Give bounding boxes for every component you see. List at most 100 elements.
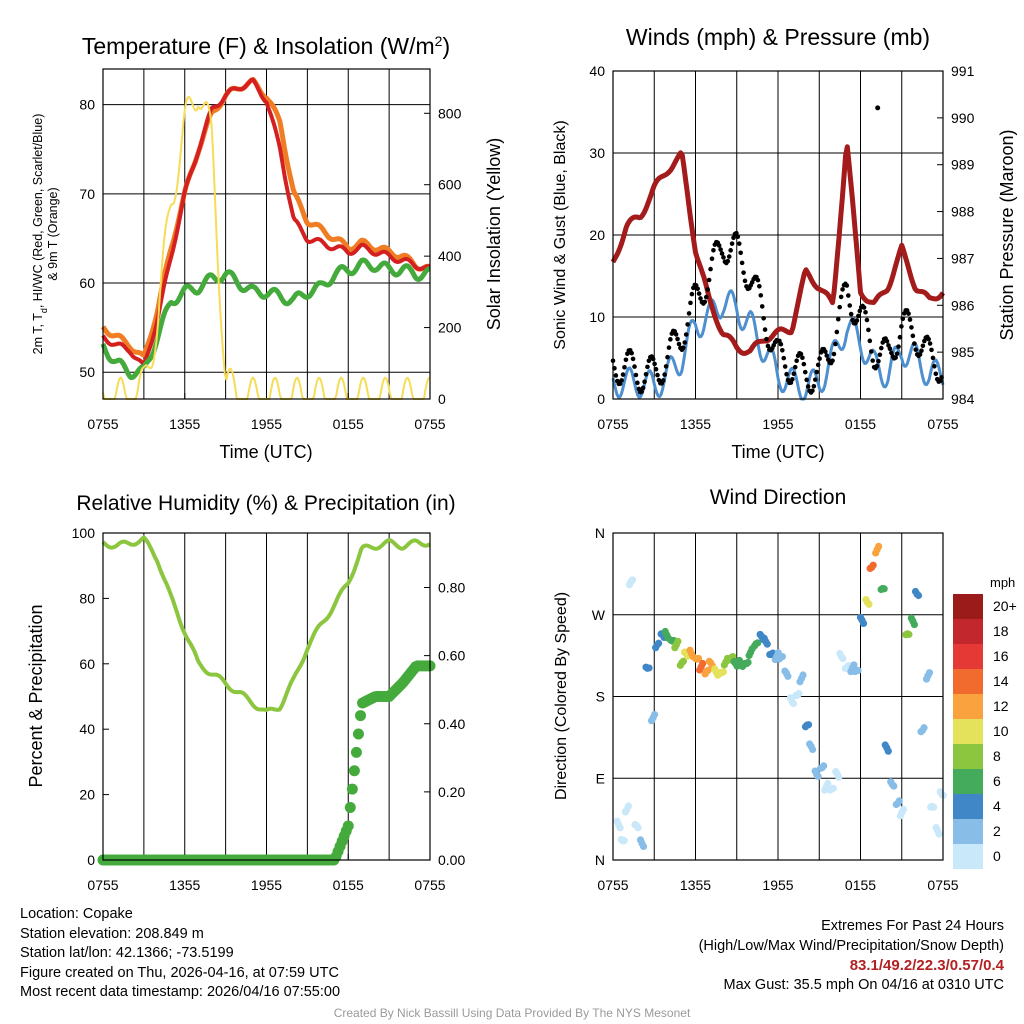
winds-gust-point <box>877 352 883 358</box>
humidity-precip-point <box>355 710 367 722</box>
humidity-ytick-left: 20 <box>79 787 95 803</box>
winds-gust-point <box>721 255 726 260</box>
direction-point <box>620 837 628 845</box>
winds-gust-point <box>896 344 901 349</box>
winds-gust-point <box>662 372 667 377</box>
direction-point <box>839 654 847 663</box>
direction-point <box>899 805 908 813</box>
colorbar-label: 4 <box>993 798 1001 814</box>
humidity-ytick-left: 60 <box>79 656 95 672</box>
direction-point <box>920 724 928 732</box>
direction-point <box>694 654 703 663</box>
winds-ylabel-right: Station Pressure (Maroon) <box>997 129 1017 340</box>
humidity-ytick-right: 0.00 <box>438 852 465 868</box>
winds-gust-point <box>856 313 861 319</box>
direction-point <box>905 630 913 639</box>
direction-plot-area: 0755 1355 1955 0155 0755 N E S W N <box>592 525 959 893</box>
direction-panel: Wind Direction 0755 1355 1955 0155 0755 N E S W N… <box>553 486 1017 893</box>
temperature-xtick-label: 0755 <box>414 416 445 432</box>
winds-gust-point <box>917 352 923 357</box>
winds-gust-point <box>640 385 646 391</box>
direction-ytick: N <box>595 525 605 541</box>
winds-gust-point <box>780 347 785 353</box>
winds-gust-point <box>689 291 695 297</box>
winds-gust-point <box>834 329 840 335</box>
winds-gust-point <box>758 293 764 298</box>
winds-gust-point <box>761 315 766 321</box>
created-text: Figure created on Thu, 2026-04-16, at 07… <box>20 964 339 981</box>
winds-gust-point <box>706 277 712 283</box>
direction-point <box>824 779 832 788</box>
humidity-ytick-left: 80 <box>79 590 95 606</box>
winds-gust-point <box>802 369 808 375</box>
winds-gust-point <box>731 235 736 241</box>
direction-point <box>799 671 807 679</box>
winds-gust-point <box>778 341 784 347</box>
winds-gust-point <box>629 350 634 356</box>
humidity-ytick-left: 0 <box>87 852 95 868</box>
colorbar-swatch <box>953 819 983 844</box>
winds-xtick-label: 0155 <box>845 416 876 432</box>
winds-gust-point <box>728 248 733 253</box>
winds-gust-point <box>894 351 900 356</box>
winds-gust-point <box>685 322 690 327</box>
winds-gust-point <box>861 305 867 310</box>
direction-frame <box>612 532 944 861</box>
direction-xtick-label: 0755 <box>597 877 628 893</box>
direction-xtick-label: 1955 <box>762 877 793 893</box>
colorbar-label: 14 <box>993 673 1009 689</box>
winds-gust-point <box>764 336 769 342</box>
extremes-title: Extremes For Past 24 Hours <box>821 918 1004 934</box>
winds-gust-point <box>643 371 649 377</box>
direction-point <box>869 561 877 569</box>
temperature-ytick-right: 600 <box>438 177 462 193</box>
direction-ytick: E <box>596 770 605 786</box>
direction-point <box>880 585 888 593</box>
winds-gust-point <box>630 356 636 362</box>
direction-point <box>850 661 858 669</box>
winds-gust-point <box>846 293 851 298</box>
winds-gust-point <box>650 356 656 362</box>
direction-point <box>744 658 752 667</box>
winds-gust-point <box>683 332 689 337</box>
humidity-ytick-right: 0.80 <box>438 580 465 596</box>
humidity-xtick-label: 1955 <box>251 877 282 893</box>
winds-gust-point <box>840 287 845 292</box>
extremes-values: 83.1/49.2/22.3/0.57/0.4 <box>849 957 1004 974</box>
humidity-title: Relative Humidity (%) & Precipitation (i… <box>76 492 455 515</box>
colorbar-label: 16 <box>993 648 1009 664</box>
winds-xtick-label: 1355 <box>680 416 711 432</box>
winds-gust-point <box>815 362 821 368</box>
winds-gust-point <box>792 364 798 370</box>
winds-gust-point <box>739 260 745 266</box>
humidity-ytick-left: 100 <box>72 525 96 541</box>
winds-gust-point <box>926 336 931 342</box>
temperature-ylabel-left: 2m T, Td, HI/WC (Red, Green, Scarlet/Blu… <box>31 114 49 355</box>
winds-gust-point <box>874 363 880 369</box>
winds-xtick-label: 0755 <box>597 416 628 432</box>
winds-gust-point <box>716 243 722 248</box>
winds-gust-point <box>800 355 805 361</box>
winds-gust-point <box>884 338 890 344</box>
winds-gust-point <box>929 347 934 353</box>
winds-panel: Winds (mph) & Pressure (mb) 0755 1355 1955… <box>552 24 1017 462</box>
humidity-plot-area: 0755 1355 1955 0155 0755 0 20 40 60 80 100 0.00 0.20… <box>72 525 466 893</box>
winds-gust-point <box>804 377 809 383</box>
direction-point <box>895 797 903 805</box>
winds-gust-point <box>613 373 619 378</box>
winds-frame <box>612 70 944 400</box>
winds-gust-point <box>830 358 835 364</box>
winds-gust-point <box>889 350 894 356</box>
winds-gust-point <box>709 256 715 262</box>
humidity-ytick-left: 40 <box>79 721 95 737</box>
winds-gust-point <box>907 317 913 322</box>
winds-gust-point <box>738 250 743 256</box>
max-gust-text: Max Gust: 35.5 mph On 04/16 at 0310 UTC <box>723 976 1004 993</box>
winds-gust-point <box>639 389 644 394</box>
winds-gust-point <box>660 378 666 383</box>
winds-pressure-line <box>610 144 946 356</box>
winds-gust-point <box>810 388 815 394</box>
winds-ytick-right: 991 <box>951 63 975 79</box>
colorbar-label: 12 <box>993 698 1009 714</box>
winds-gust-point <box>847 303 853 308</box>
